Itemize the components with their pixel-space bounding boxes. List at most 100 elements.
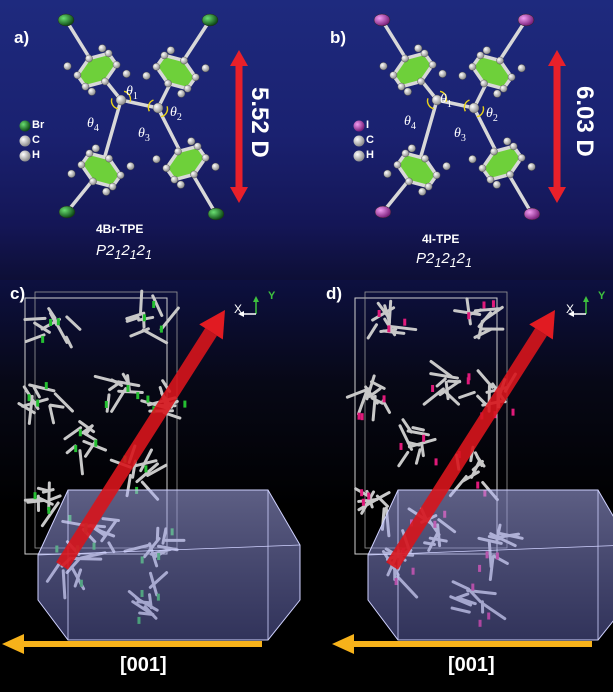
legend-a-c: C <box>32 134 40 146</box>
hydrogen-atom <box>177 89 186 98</box>
legend-carbon-dot <box>19 135 31 147</box>
carbon-atom <box>507 73 516 81</box>
theta2-b: θ2 <box>486 106 498 124</box>
packed-bond <box>129 327 150 338</box>
packed-bond <box>398 424 414 451</box>
legend-b-c: C <box>366 134 374 146</box>
carbon-atom <box>517 154 526 162</box>
legend-b-i: I <box>366 119 370 131</box>
packed-bond <box>48 403 65 409</box>
packed-halogen <box>27 394 31 402</box>
dipole-arrow-b-head-bottom <box>548 187 566 203</box>
packed-bond <box>41 488 55 494</box>
theta1-a: θ1 <box>126 84 138 102</box>
carbon-atom <box>108 182 117 191</box>
packed-bond <box>47 481 51 511</box>
hydrogen-atom <box>517 64 526 73</box>
packed-halogen <box>94 439 98 447</box>
iodine-atom <box>517 13 535 27</box>
carbon-atom <box>85 149 94 158</box>
hydrogen-atom <box>482 46 491 55</box>
bromine-atom <box>207 207 225 221</box>
packed-halogen <box>78 429 82 437</box>
carbon-atom <box>428 61 437 69</box>
packed-halogen <box>491 300 495 308</box>
packed-bond <box>23 316 47 322</box>
dipole-value-b: 6.03 D <box>571 86 598 157</box>
angle-arc <box>426 98 435 110</box>
carbon-atom <box>89 177 97 186</box>
packed-bond <box>105 393 111 413</box>
carbon-atom <box>401 54 409 63</box>
packed-halogen <box>36 399 40 407</box>
carbon-atom <box>164 79 172 88</box>
packed-bond <box>48 404 56 425</box>
packed-bond <box>84 424 94 436</box>
packed-bond <box>151 294 164 317</box>
packed-bond <box>52 316 69 344</box>
legend-a-br: Br <box>32 119 45 131</box>
packed-bond <box>407 437 437 449</box>
packed-bond <box>135 462 159 484</box>
packed-bond <box>40 501 60 528</box>
packed-bond <box>110 387 128 413</box>
hydrogen-atom <box>91 144 100 153</box>
packed-bond <box>375 494 390 508</box>
packed-bond <box>435 377 447 388</box>
packed-halogen <box>476 481 480 489</box>
packed-bond <box>121 372 130 385</box>
hydrogen-atom <box>166 46 175 55</box>
axis-x-d: X <box>566 302 575 316</box>
carbon-atom <box>468 63 477 71</box>
panel-c-crystal-edge <box>37 544 301 556</box>
hydrogen-atom <box>176 180 185 189</box>
carbon-atom <box>509 142 518 151</box>
carbon-atom <box>170 175 179 184</box>
packed-bond <box>420 443 425 458</box>
packed-halogen <box>146 395 150 403</box>
hydrogen-atom <box>87 87 96 96</box>
carbon-atom <box>112 61 121 69</box>
packed-bond <box>159 306 180 331</box>
theta1-b: θ1 <box>440 92 452 110</box>
hydrogen-atom <box>379 62 388 71</box>
hydrogen-atom <box>468 155 477 164</box>
packed-halogen <box>467 373 471 381</box>
direction-label-c: [001] <box>120 654 167 676</box>
carbon-atom <box>160 51 169 60</box>
hydrogen-atom <box>201 64 210 73</box>
packed-halogen <box>41 335 45 343</box>
bond <box>119 98 160 110</box>
angle-arc <box>123 90 132 102</box>
theta3-b: θ3 <box>454 126 466 144</box>
packed-halogen <box>399 442 403 450</box>
angle-arc <box>147 99 154 112</box>
legend-hydrogen-dot <box>19 150 31 162</box>
hydrogen-atom <box>418 187 427 196</box>
carbon-atom <box>486 175 495 184</box>
packed-bond <box>28 383 56 393</box>
carbon-atom <box>190 170 198 179</box>
carbon-atom <box>478 164 487 172</box>
bromine-atom <box>58 205 76 219</box>
packed-bond <box>387 299 393 327</box>
carbon-atom <box>183 84 192 93</box>
carbon-atom <box>496 56 504 65</box>
axis-y-c: Y <box>268 290 276 302</box>
packed-bond <box>406 429 430 437</box>
packed-halogen <box>403 318 407 326</box>
panel-c-crystal <box>37 489 301 641</box>
axis-x-head <box>568 311 574 317</box>
packed-halogen <box>47 506 51 514</box>
packed-halogen <box>382 395 386 403</box>
carbon-atom <box>116 171 125 179</box>
packed-bond <box>93 374 123 385</box>
hydrogen-atom <box>98 44 107 53</box>
packed-halogen <box>144 465 148 473</box>
packed-bond <box>471 460 484 472</box>
theta4-b: θ4 <box>404 114 416 132</box>
carbon-atom <box>81 82 90 91</box>
packed-bond <box>458 390 476 400</box>
space-group-b: P212121 <box>416 250 472 270</box>
carbon-atom <box>77 161 86 169</box>
